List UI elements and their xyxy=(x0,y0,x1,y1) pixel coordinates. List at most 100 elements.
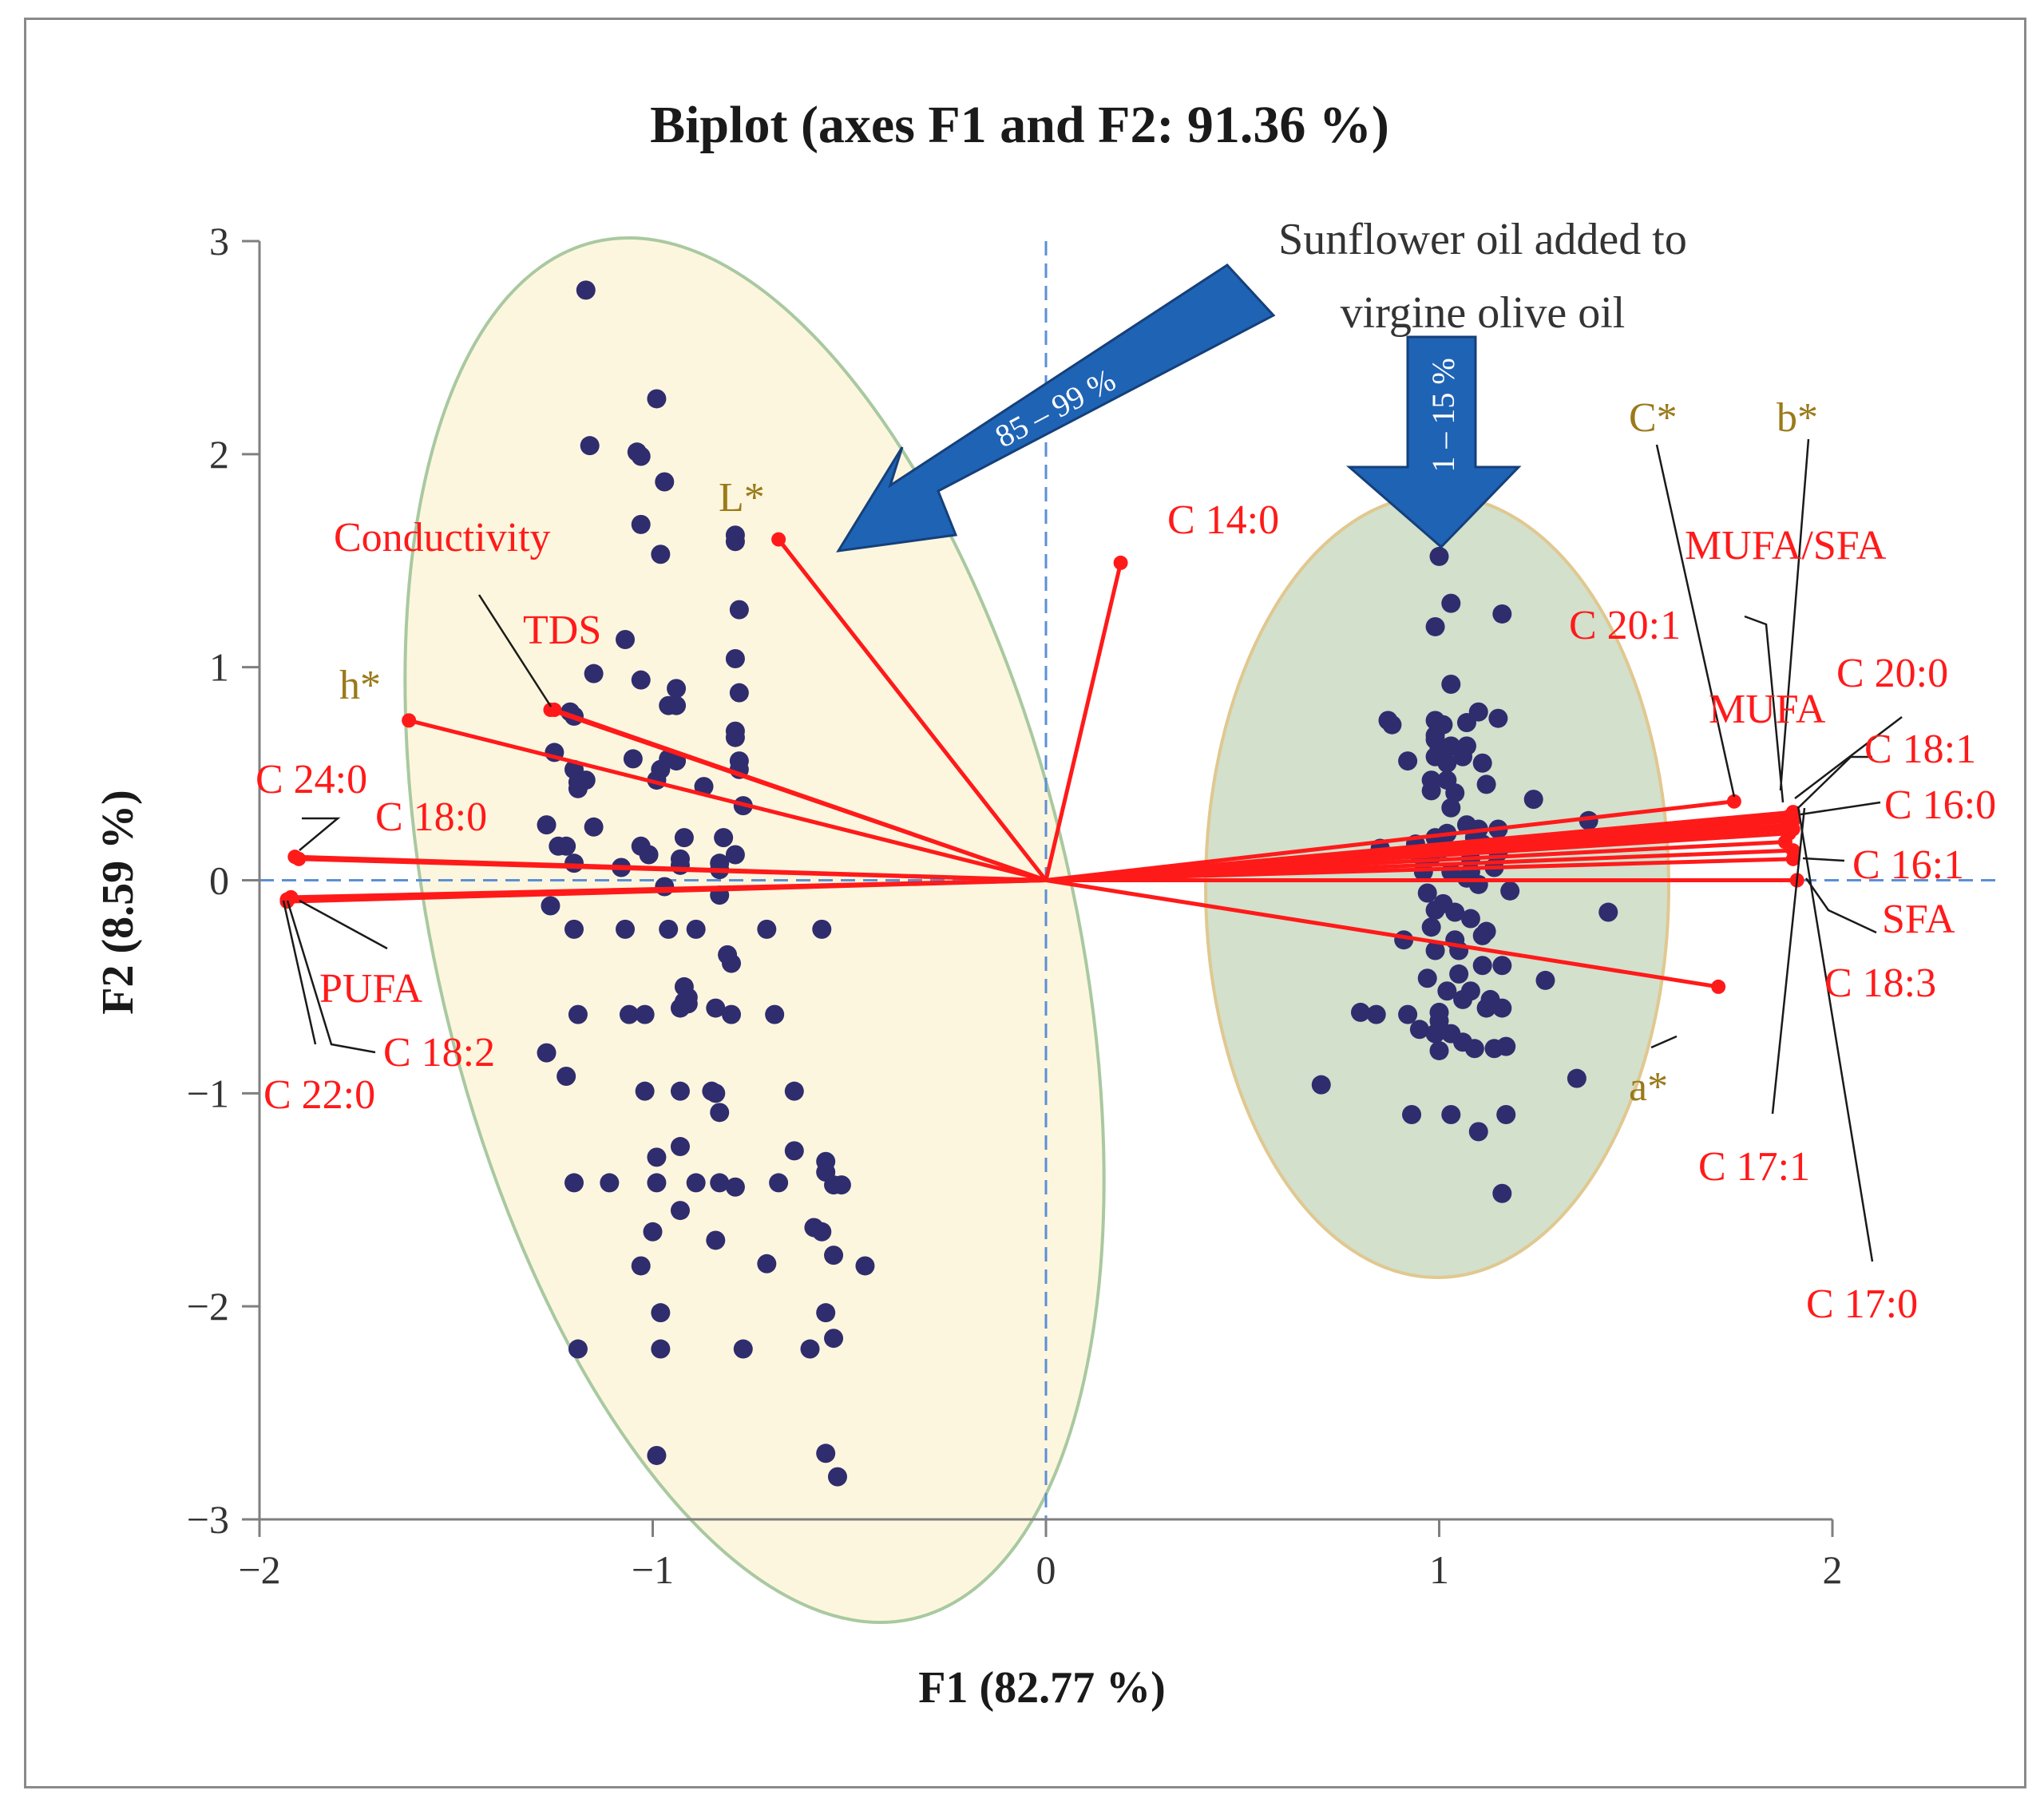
observation-point xyxy=(784,1141,804,1161)
observation-point xyxy=(1425,900,1445,920)
observation-point xyxy=(1449,964,1469,984)
observation-point xyxy=(706,998,726,1018)
observation-point xyxy=(706,1230,726,1250)
observation-point xyxy=(1437,981,1457,1001)
loading-vector xyxy=(1045,857,1793,882)
loading-vector xyxy=(553,707,1047,882)
loading-label: h* xyxy=(339,663,381,708)
label-leader xyxy=(1655,444,1736,798)
observation-point xyxy=(824,1246,844,1265)
label-leader xyxy=(299,899,388,950)
observation-point xyxy=(1421,781,1441,801)
observation-point xyxy=(1417,883,1437,903)
observation-point xyxy=(757,1254,777,1273)
observation-point xyxy=(1523,790,1543,810)
annotation-line-1: Sunflower oil added to xyxy=(1278,215,1687,264)
observation-point xyxy=(1468,1122,1488,1142)
loading-label: C 24:0 xyxy=(256,757,367,802)
observation-point xyxy=(765,1004,785,1024)
loading-endpoint xyxy=(1113,555,1128,570)
observation-point xyxy=(1472,925,1492,945)
x-tick-label: 2 xyxy=(1823,1547,1843,1592)
loading-endpoint xyxy=(291,851,307,866)
observation-point xyxy=(757,919,777,939)
observation-point xyxy=(1429,1040,1449,1060)
observation-point xyxy=(667,679,687,699)
loading-vector xyxy=(1045,826,1793,882)
observation-point xyxy=(631,670,651,690)
observation-point xyxy=(816,1444,836,1464)
loading-labels: L* h* Conductivity TDS C 24:0C 18:0 PUFA C 18:… xyxy=(256,395,1996,1327)
observation-point xyxy=(568,778,588,798)
observation-point xyxy=(714,828,734,848)
observation-point xyxy=(670,998,690,1018)
loading-endpoint xyxy=(402,713,417,728)
observation-point xyxy=(619,1004,639,1024)
observation-point xyxy=(1441,1105,1461,1125)
loading-vector xyxy=(299,857,1047,882)
observation-point xyxy=(616,629,636,649)
observation-point xyxy=(1417,968,1437,988)
observation-point xyxy=(784,1081,804,1101)
observation-point xyxy=(725,532,745,552)
arrow-1-15-label: 1 – 15 % xyxy=(1425,358,1461,472)
observation-point xyxy=(686,1173,706,1193)
observation-point xyxy=(1429,546,1449,566)
x-tick-label: −2 xyxy=(238,1547,280,1592)
observation-point xyxy=(616,919,636,939)
observation-point xyxy=(1398,751,1418,771)
observation-point xyxy=(1492,604,1512,624)
chart-title: Biplot (axes F1 and F2: 91.36 %) xyxy=(650,96,1389,154)
label-leader xyxy=(1797,755,1872,809)
observation-point xyxy=(1441,798,1461,818)
arrow-1-15 xyxy=(1345,335,1522,549)
label-leader xyxy=(1800,801,1881,816)
observation-point xyxy=(686,919,706,939)
observation-point xyxy=(1425,1024,1445,1044)
y-tick-label: −2 xyxy=(187,1284,229,1329)
observation-point xyxy=(647,389,667,409)
loading-vector xyxy=(1044,562,1123,881)
observation-point xyxy=(631,514,651,534)
observation-point xyxy=(1535,970,1555,990)
y-tick-label: −1 xyxy=(187,1071,229,1115)
x-tick-label: −1 xyxy=(632,1547,674,1592)
observation-point xyxy=(1488,708,1508,728)
observation-point xyxy=(674,828,694,848)
observation-point xyxy=(1464,1039,1484,1059)
observation-point xyxy=(623,749,643,769)
loading-label: SFA xyxy=(1882,897,1955,942)
loading-label: C 20:0 xyxy=(1836,651,1948,696)
observation-point xyxy=(1425,616,1445,636)
observation-point xyxy=(1492,956,1512,976)
loading-endpoint xyxy=(1726,794,1741,809)
arrow-85-99 xyxy=(836,263,1276,553)
observation-point xyxy=(549,836,568,856)
observation-point xyxy=(1492,998,1512,1018)
ellipse-group-85-99 xyxy=(403,236,1106,1624)
x-tick-label: 0 xyxy=(1036,1547,1056,1592)
label-leader xyxy=(477,594,553,707)
y-tick-label: −3 xyxy=(187,1497,229,1542)
observation-point xyxy=(564,919,584,939)
observation-point xyxy=(568,1339,588,1359)
y-tick-label: 0 xyxy=(209,858,229,903)
loading-label: C 18:2 xyxy=(383,1030,495,1075)
observation-point xyxy=(816,1303,836,1323)
observation-point xyxy=(557,1066,576,1086)
observation-point xyxy=(1441,593,1461,613)
observation-point xyxy=(1476,774,1496,794)
observation-point xyxy=(647,1147,667,1167)
observation-point xyxy=(1441,675,1461,695)
observation-point xyxy=(568,1004,588,1024)
loading-label: C 18:0 xyxy=(375,794,487,840)
y-axis-title: F2 (8.59 %) xyxy=(93,790,143,1015)
observation-point xyxy=(670,1201,690,1221)
loading-label: a* xyxy=(1629,1064,1668,1110)
label-leader xyxy=(1779,438,1810,791)
observation-point xyxy=(1496,1105,1516,1125)
observation-point xyxy=(659,919,679,939)
label-leader xyxy=(1744,615,1785,803)
y-tick-label: 1 xyxy=(209,645,229,690)
